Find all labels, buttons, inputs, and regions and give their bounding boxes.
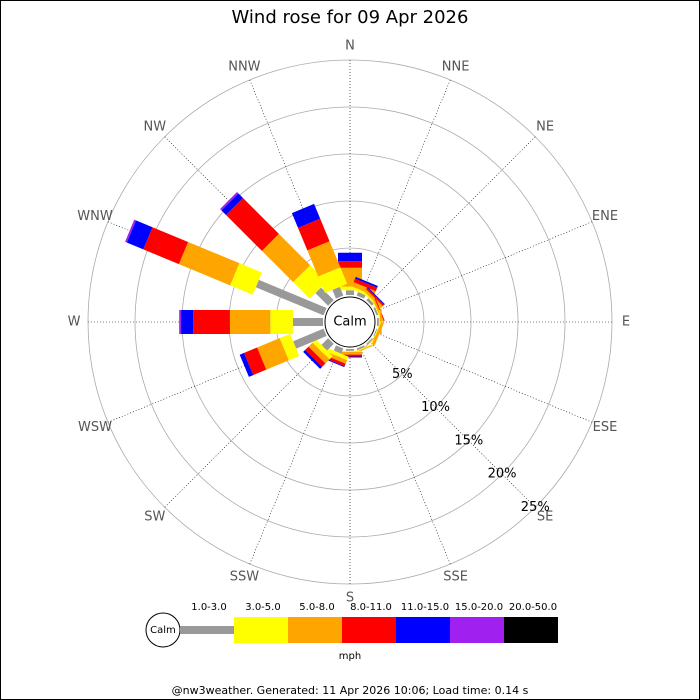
direction-label: ESE bbox=[593, 420, 618, 435]
wind-bar bbox=[307, 241, 341, 277]
direction-label: NE bbox=[536, 119, 554, 134]
legend-label: 20.0-50.0 bbox=[509, 602, 557, 613]
legend-swatch bbox=[450, 617, 504, 643]
legend-swatch bbox=[342, 617, 396, 643]
wind-bar bbox=[353, 278, 378, 292]
direction-label: W bbox=[68, 315, 81, 330]
legend-swatch bbox=[396, 617, 450, 643]
ring-label: 15% bbox=[454, 433, 483, 448]
wind-bar bbox=[293, 328, 327, 349]
footer: @nw3weather. Generated: 11 Apr 2026 10:0… bbox=[172, 684, 529, 697]
wind-bar bbox=[255, 279, 327, 316]
wind-bar bbox=[356, 292, 366, 299]
wind-bar bbox=[126, 220, 153, 250]
legend-label: 3.0-5.0 bbox=[245, 602, 280, 613]
calm-label: Calm bbox=[333, 315, 366, 330]
direction-label: NNE bbox=[442, 60, 470, 75]
wind-bar bbox=[261, 233, 311, 283]
wind-bar bbox=[226, 198, 279, 251]
wind-bar bbox=[220, 192, 239, 211]
direction-label: SW bbox=[144, 510, 165, 525]
wind-bar bbox=[125, 219, 136, 243]
legend-swatch bbox=[180, 626, 234, 634]
wind-bar bbox=[372, 298, 384, 322]
wind-bar bbox=[367, 287, 385, 305]
legend-label: 8.0-11.0 bbox=[350, 602, 392, 613]
legend-swatch bbox=[504, 617, 558, 643]
wind-bar bbox=[333, 345, 344, 354]
legend-swatch bbox=[288, 617, 342, 643]
wind-bar bbox=[355, 276, 378, 288]
ring-label: 25% bbox=[521, 500, 550, 515]
legend-unit: mph bbox=[339, 651, 361, 662]
wind-bar bbox=[365, 287, 385, 307]
chart-title: Wind rose for 09 Apr 2026 bbox=[232, 7, 469, 28]
direction-label: S bbox=[346, 591, 354, 606]
wind-bar bbox=[293, 265, 327, 299]
direction-label: SSW bbox=[230, 569, 260, 584]
wind-bar bbox=[312, 339, 333, 360]
direction-label: E bbox=[622, 315, 630, 330]
wind-bar bbox=[350, 286, 374, 299]
ring-label: 5% bbox=[392, 367, 413, 382]
wind-bar bbox=[303, 349, 323, 369]
wind-bar bbox=[298, 218, 330, 251]
wind-bar bbox=[361, 333, 379, 351]
calm-circle bbox=[324, 296, 376, 348]
spoke bbox=[360, 79, 451, 298]
direction-label: SSE bbox=[443, 569, 468, 584]
wind-bar bbox=[324, 347, 349, 361]
direction-label: N bbox=[345, 39, 355, 54]
wind-bar bbox=[305, 346, 326, 367]
wind-bar bbox=[239, 352, 254, 377]
wind-bar bbox=[366, 338, 373, 345]
wind-bar bbox=[356, 345, 365, 351]
spoke bbox=[374, 332, 593, 423]
wind-bar bbox=[318, 267, 348, 293]
wind-bar bbox=[308, 342, 330, 364]
spoke bbox=[360, 346, 451, 565]
wind-bar bbox=[244, 347, 267, 376]
wind-bar bbox=[279, 333, 300, 361]
wind-bar bbox=[322, 354, 346, 367]
wind-bar bbox=[315, 287, 334, 306]
wind-bar bbox=[291, 203, 321, 228]
wind-bar bbox=[143, 227, 189, 265]
wind-bar bbox=[363, 289, 383, 309]
spoke bbox=[164, 340, 332, 508]
grid-ring bbox=[134, 106, 566, 538]
wind-bar bbox=[230, 263, 262, 295]
wind-bar bbox=[373, 307, 379, 316]
ring-label: 10% bbox=[421, 400, 450, 415]
legend-label: 15.0-20.0 bbox=[455, 602, 503, 613]
wind-bar bbox=[351, 282, 376, 296]
spoke bbox=[368, 340, 536, 508]
legend-label: 5.0-8.0 bbox=[299, 602, 334, 613]
legend-calm-label: Calm bbox=[150, 625, 176, 636]
spoke bbox=[374, 221, 593, 312]
wind-bar bbox=[323, 351, 348, 364]
wind-bar bbox=[366, 298, 374, 306]
direction-label: WSW bbox=[78, 420, 112, 435]
legend-swatch bbox=[234, 617, 288, 643]
direction-label: SE bbox=[537, 510, 553, 525]
spoke bbox=[368, 136, 536, 304]
spoke bbox=[249, 346, 340, 565]
direction-label: WNW bbox=[77, 209, 113, 224]
wind-bar bbox=[257, 338, 289, 370]
direction-label: NNW bbox=[228, 60, 260, 75]
ring-label: 20% bbox=[488, 467, 517, 482]
direction-label: NW bbox=[144, 119, 167, 134]
wind-bar bbox=[362, 291, 381, 310]
wind-bar bbox=[332, 286, 344, 299]
legend-label: 1.0-3.0 bbox=[191, 602, 226, 613]
legend-label: 11.0-15.0 bbox=[401, 602, 449, 613]
wind-bar bbox=[321, 338, 334, 351]
wind-bar bbox=[221, 193, 244, 216]
direction-label: ENE bbox=[592, 209, 618, 224]
wind-bar bbox=[178, 241, 240, 286]
